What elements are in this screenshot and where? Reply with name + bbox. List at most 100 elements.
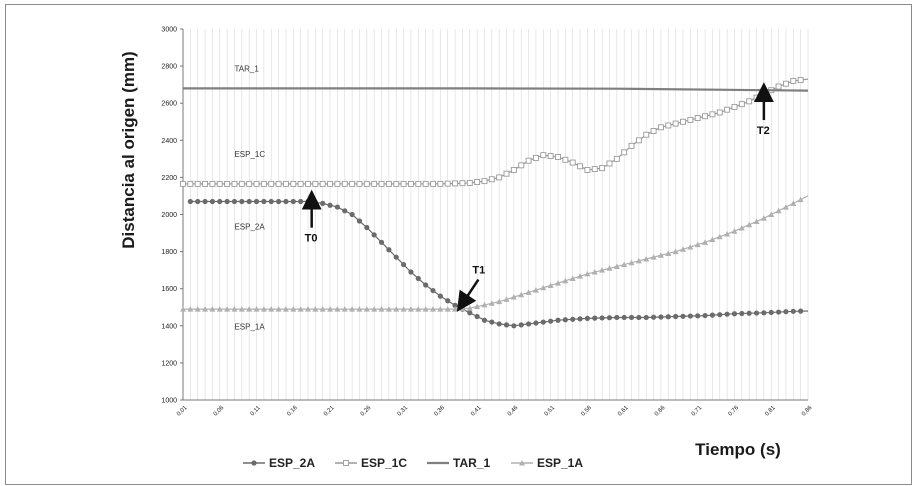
data-point xyxy=(393,180,400,187)
data-point xyxy=(341,306,348,312)
data-point xyxy=(305,198,311,205)
data-point xyxy=(547,153,554,160)
data-point xyxy=(334,306,341,312)
data-point xyxy=(481,301,488,308)
series-lines xyxy=(180,77,809,329)
data-point xyxy=(253,180,260,187)
y-axis-title: Distancia al origen (mm) xyxy=(119,51,138,248)
data-point xyxy=(532,154,539,161)
data-point xyxy=(400,180,407,187)
data-point xyxy=(415,180,422,187)
data-point xyxy=(584,270,591,277)
data-point xyxy=(724,311,730,317)
data-point xyxy=(363,180,370,187)
data-point xyxy=(775,83,782,90)
data-point xyxy=(547,282,554,288)
data-point xyxy=(584,315,591,321)
data-point xyxy=(606,315,613,321)
data-point xyxy=(540,152,547,159)
data-point xyxy=(635,257,642,264)
data-point xyxy=(709,312,716,318)
data-point xyxy=(327,306,334,312)
data-point xyxy=(577,163,584,170)
x-tick-label: 0,66 xyxy=(654,405,667,418)
series-line xyxy=(183,87,809,92)
data-point xyxy=(195,198,201,205)
data-point xyxy=(444,306,451,312)
data-point xyxy=(363,306,370,312)
data-point xyxy=(739,310,745,317)
data-point xyxy=(231,180,238,187)
data-point xyxy=(621,314,627,321)
data-point xyxy=(408,269,414,275)
data-point xyxy=(327,180,334,187)
data-point xyxy=(488,300,495,306)
data-point xyxy=(775,309,782,315)
y-tick-label: 2000 xyxy=(161,212,177,219)
data-point xyxy=(510,167,517,173)
data-point xyxy=(489,319,495,325)
data-point xyxy=(591,269,598,275)
legend-label: ESP_1A xyxy=(537,456,583,470)
data-point xyxy=(297,180,304,187)
data-point xyxy=(562,317,568,323)
data-point xyxy=(422,180,429,187)
data-point xyxy=(613,155,620,162)
data-point xyxy=(290,198,296,205)
y-tick-label: 2400 xyxy=(161,138,177,145)
data-point xyxy=(782,204,789,210)
data-point xyxy=(253,198,260,205)
data-point xyxy=(761,310,767,316)
data-point xyxy=(606,160,613,167)
data-point xyxy=(798,308,804,314)
data-point xyxy=(665,122,672,129)
series-line xyxy=(183,78,809,185)
data-point xyxy=(474,179,481,185)
data-point xyxy=(503,296,510,302)
data-point xyxy=(422,306,429,312)
data-point xyxy=(657,252,664,258)
data-point xyxy=(378,239,385,245)
data-point xyxy=(275,180,282,187)
data-point xyxy=(305,180,311,187)
data-point xyxy=(577,316,583,322)
data-point xyxy=(180,306,186,312)
data-point xyxy=(672,248,679,255)
x-axis-title: Tiempo (s) xyxy=(695,440,781,459)
y-tick-label: 2800 xyxy=(161,64,177,71)
data-point xyxy=(716,109,723,116)
data-point xyxy=(591,166,598,173)
data-point xyxy=(680,246,686,252)
data-point xyxy=(194,306,201,312)
data-point xyxy=(753,218,760,224)
data-point xyxy=(738,224,745,231)
data-point xyxy=(555,154,561,160)
data-point xyxy=(246,198,252,205)
data-point xyxy=(503,170,510,177)
data-point xyxy=(393,306,400,312)
data-point xyxy=(628,259,635,266)
data-point xyxy=(275,198,282,205)
legend-item: TAR_1 xyxy=(427,456,490,470)
data-point xyxy=(430,180,436,187)
data-point xyxy=(282,306,289,312)
y-tick-label: 2200 xyxy=(161,175,177,182)
data-point xyxy=(694,115,701,121)
legend-item: ESP_1C xyxy=(335,456,407,470)
data-point xyxy=(724,106,731,113)
data-point xyxy=(731,103,738,110)
data-point xyxy=(782,80,789,87)
data-point xyxy=(687,116,694,123)
data-point xyxy=(407,180,414,187)
data-point xyxy=(569,159,576,166)
data-point xyxy=(753,94,760,101)
data-point xyxy=(503,322,510,328)
data-point xyxy=(753,310,760,316)
data-point xyxy=(783,309,789,315)
data-point xyxy=(209,306,216,312)
data-point xyxy=(562,156,569,163)
data-point xyxy=(562,277,569,284)
data-point xyxy=(702,113,709,120)
data-point xyxy=(650,314,657,320)
data-point xyxy=(217,198,223,205)
